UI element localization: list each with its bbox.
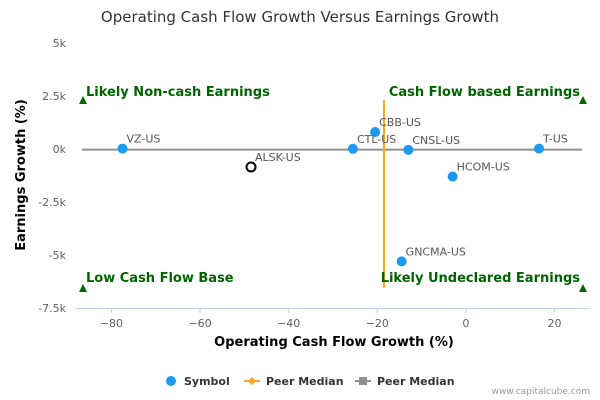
x-tick-label: −20 (366, 317, 389, 330)
y-axis-title: Earnings Growth (%) (14, 99, 29, 251)
data-point[interactable] (370, 127, 381, 138)
top-left-arrow-icon (79, 96, 87, 104)
bottom-right-arrow-icon (579, 284, 587, 292)
data-point-label: CBB-US (379, 116, 421, 129)
x-axis-ticks: −80 −60 −40 −20 0 20 (100, 308, 562, 330)
quadrant-labels: Likely Non-cash Earnings Cash Flow based… (79, 85, 587, 292)
data-point-label: GNCMA-US (406, 245, 466, 258)
data-point-label: VZ-US (127, 133, 161, 146)
data-point-label: HCOM-US (457, 161, 510, 174)
x-tick-label: −60 (188, 317, 211, 330)
bottom-left-arrow-icon (79, 284, 87, 292)
data-point[interactable] (396, 256, 407, 267)
quadrant-top-right: Cash Flow based Earnings (389, 85, 580, 100)
legend-diamond-icon (248, 377, 256, 385)
y-tick-label: 5k (53, 37, 67, 50)
legend-item-symbol[interactable]: Symbol (166, 375, 230, 388)
legend-label-peer-median-1: Peer Median (266, 375, 344, 388)
x-tick-label: 20 (548, 317, 562, 330)
data-point[interactable] (403, 144, 414, 155)
y-tick-label: 0k (53, 143, 67, 156)
y-axis-ticks: 5k 2.5k 0k -2.5k -5k -7.5k (38, 37, 66, 315)
y-tick-label: -5k (49, 249, 67, 262)
chart-title: Operating Cash Flow Growth Versus Earnin… (101, 8, 499, 26)
x-axis-title: Operating Cash Flow Growth (%) (214, 335, 454, 350)
data-point-label: ALSK-US (255, 151, 301, 164)
quadrant-bottom-right: Likely Undeclared Earnings (381, 271, 581, 286)
quadrant-bottom-left: Low Cash Flow Base (86, 271, 234, 286)
y-tick-label: 2.5k (42, 90, 66, 103)
data-point-label: CNSL-US (412, 134, 460, 147)
legend-item-peer-median-orange[interactable]: Peer Median (244, 375, 344, 388)
data-point[interactable] (245, 161, 257, 173)
legend-label-symbol: Symbol (184, 375, 230, 388)
data-point[interactable] (447, 171, 458, 182)
credit-link[interactable]: www.capitalcube.com (492, 387, 590, 397)
data-point-label: CTL-US (357, 133, 396, 146)
x-tick-label: 0 (462, 317, 469, 330)
legend-item-peer-median-gray[interactable]: Peer Median (355, 375, 455, 388)
legend-square-icon (359, 377, 367, 385)
y-tick-label: -7.5k (38, 302, 66, 315)
data-point-label: T-US (542, 133, 568, 146)
legend-label-peer-median-2: Peer Median (377, 375, 455, 388)
y-tick-label: -2.5k (38, 196, 66, 209)
data-point[interactable] (534, 143, 545, 154)
data-point[interactable] (117, 143, 128, 154)
legend-dot-icon (166, 376, 176, 386)
data-points: VZ-US ALSK-US CBB-US CTL-US CNSL-US HCOM-US T-… (117, 116, 568, 267)
quadrant-top-left: Likely Non-cash Earnings (86, 85, 270, 100)
x-tick-label: −40 (277, 317, 300, 330)
data-point[interactable] (347, 143, 358, 154)
top-right-arrow-icon (579, 96, 587, 104)
legend: Symbol Peer Median Peer Median (166, 375, 455, 388)
x-tick-label: −80 (100, 317, 123, 330)
